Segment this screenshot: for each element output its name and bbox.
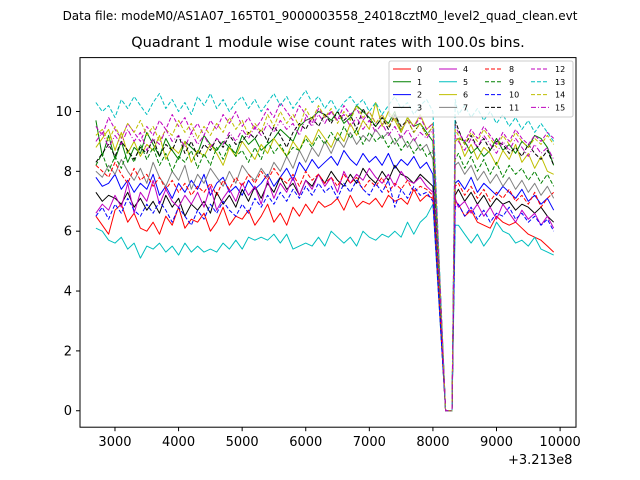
- y-tick-label: 2: [64, 344, 72, 359]
- legend-label-2: 2: [417, 91, 422, 100]
- legend-box: [388, 60, 574, 118]
- legend-label-9: 9: [509, 78, 514, 87]
- series-line-8: [95, 161, 555, 412]
- legend-label-11: 11: [509, 103, 519, 112]
- x-tick-label: 10000: [539, 435, 580, 450]
- legend-label-15: 15: [555, 103, 565, 112]
- legend-label-7: 7: [463, 103, 468, 112]
- y-tick-label: 8: [64, 165, 72, 180]
- x-tick-label: 9000: [480, 435, 513, 450]
- series-line-14: [95, 105, 555, 412]
- x-tick-label: 3000: [98, 435, 131, 450]
- y-tick-label: 10: [55, 105, 72, 120]
- series-line-4: [95, 167, 555, 412]
- series-line-6: [95, 102, 554, 412]
- axes-layer: 3000 4000 5000 6000 7000 8000 9000 10000 0 2 4 6 8 10: [55, 105, 580, 450]
- series-line-3: [95, 164, 555, 412]
- x-tick-label: 8000: [416, 435, 449, 450]
- x-tick-label: 7000: [353, 435, 386, 450]
- series-line-15: [95, 111, 555, 412]
- legend-label-10: 10: [509, 91, 519, 100]
- series-line-9: [95, 125, 555, 412]
- series-line-2: [95, 149, 555, 412]
- series-line-5: [95, 203, 554, 412]
- plot-frame: [79, 57, 577, 428]
- series-line-0: [95, 188, 555, 412]
- series-line-10: [95, 179, 555, 412]
- legend-label-14: 14: [555, 91, 565, 100]
- legend-label-8: 8: [509, 65, 514, 74]
- legend-label-4: 4: [463, 65, 468, 74]
- y-tick-label: 0: [64, 404, 72, 419]
- legend-label-5: 5: [463, 78, 468, 87]
- legend-label-3: 3: [417, 103, 422, 112]
- legend-label-6: 6: [463, 91, 468, 100]
- chart-title: Quadrant 1 module wise count rates with …: [131, 35, 525, 51]
- x-tick-label: 5000: [226, 435, 259, 450]
- x-tick-label: 4000: [162, 435, 195, 450]
- series-line-7: [95, 128, 555, 412]
- data-file-label: Data file: modeM0/AS1A07_165T01_90000035…: [62, 9, 578, 23]
- x-tick-label: 6000: [289, 435, 322, 450]
- y-tick-label: 4: [64, 285, 72, 300]
- y-tick-label: 6: [64, 225, 72, 240]
- x-offset-label: +3.213e8: [508, 453, 573, 468]
- legend-label-0: 0: [417, 65, 422, 74]
- series-layer: [95, 90, 555, 412]
- legend-label-12: 12: [555, 65, 565, 74]
- series-line-1: [95, 105, 555, 412]
- legend-label-13: 13: [555, 78, 565, 87]
- series-line-11: [95, 108, 555, 412]
- legend-label-1: 1: [417, 78, 422, 87]
